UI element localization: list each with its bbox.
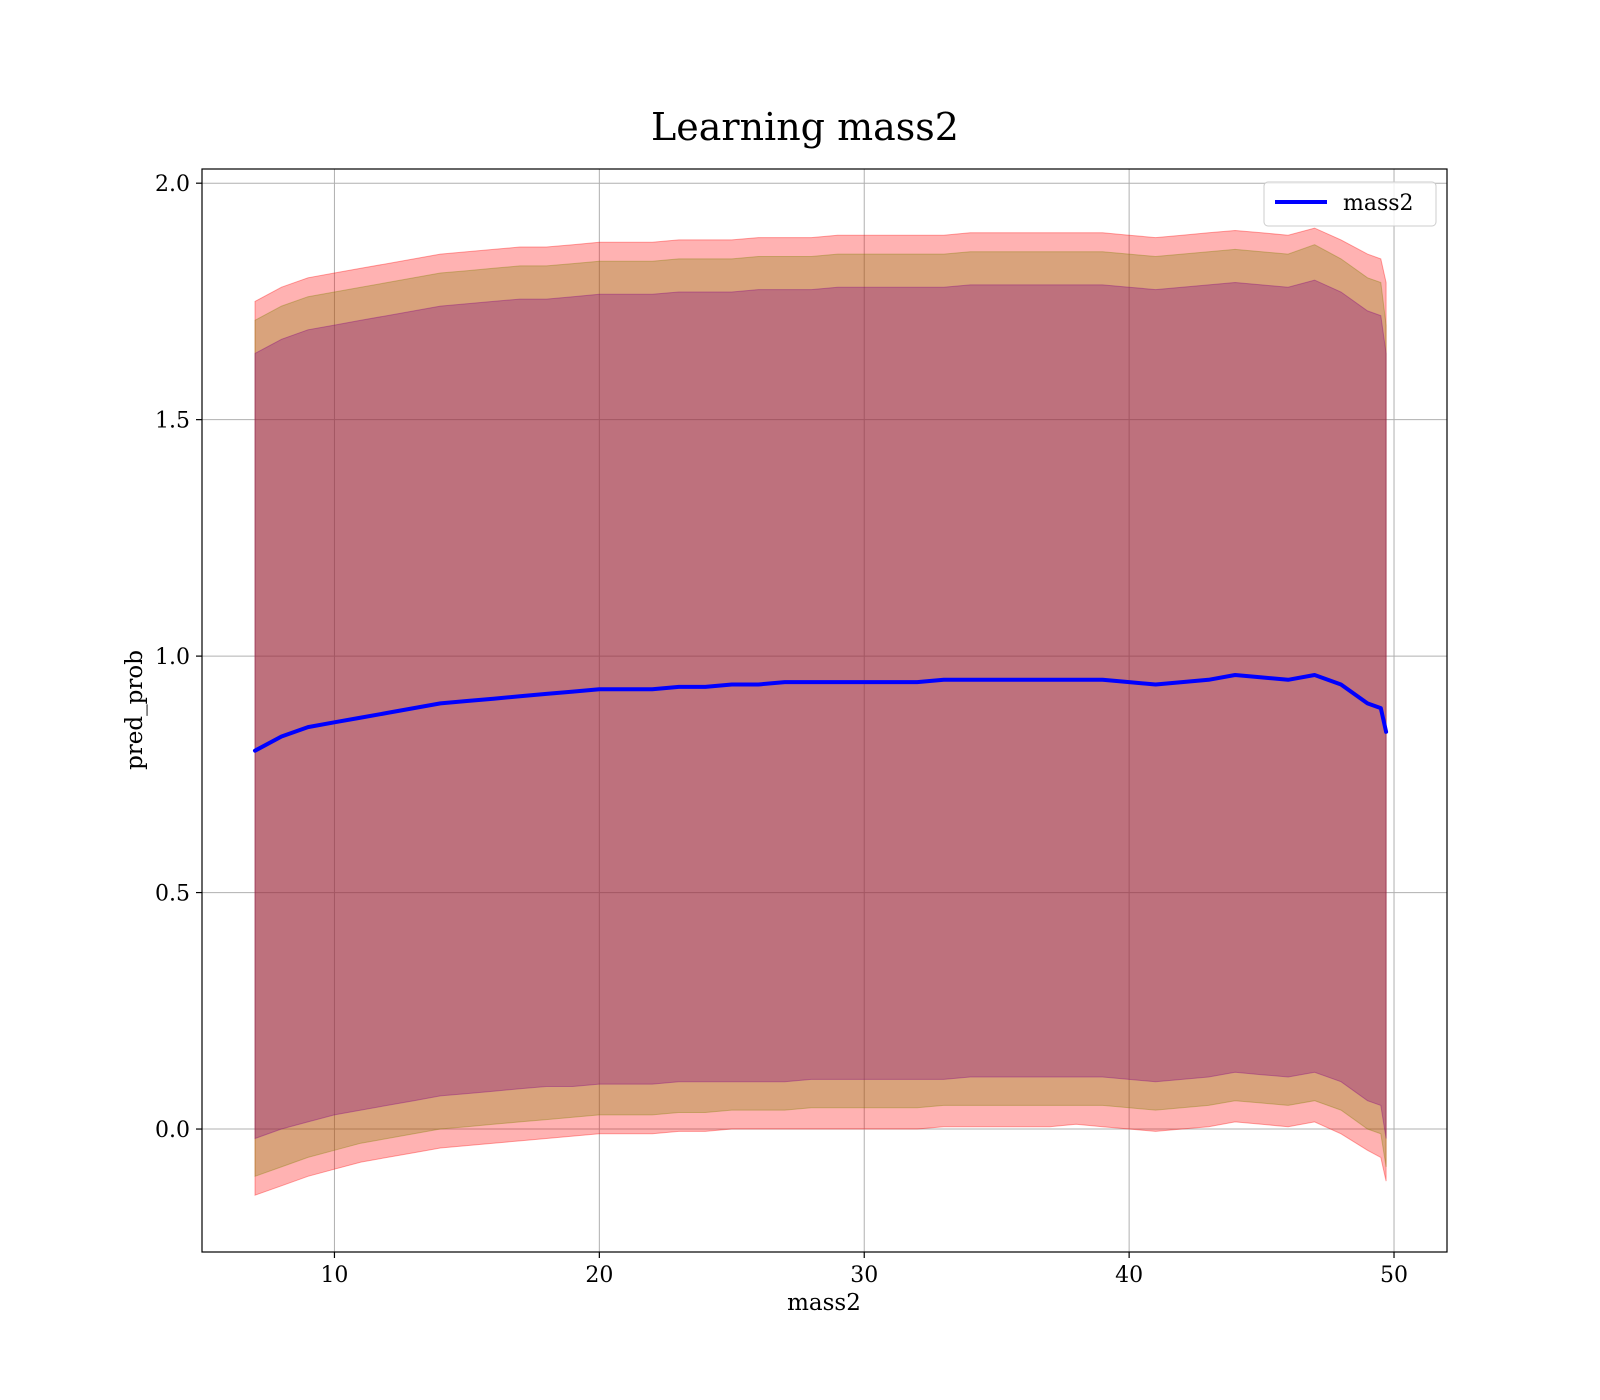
chart-title: Learning mass2 <box>651 105 959 149</box>
band-2 <box>254 279 1387 1140</box>
y-tick-label: 2.0 <box>155 172 190 197</box>
plot-frame <box>201 168 1448 1253</box>
legend-label-mass2: mass2 <box>1343 191 1414 216</box>
y-tick-label: 1.0 <box>155 645 190 670</box>
grid <box>202 169 1447 1252</box>
x-tick-label: 50 <box>1380 1263 1408 1288</box>
confidence-bands <box>254 227 1387 1196</box>
y-axis-label: pred_prob <box>122 650 148 770</box>
x-axis-ticks: 10 20 30 40 50 <box>320 1252 1408 1288</box>
band-1 <box>254 244 1387 1178</box>
x-axis-label: mass2 <box>787 1290 861 1316</box>
x-tick-label: 30 <box>850 1263 878 1288</box>
x-tick-label: 40 <box>1115 1263 1143 1288</box>
y-tick-label: 0.5 <box>155 882 190 907</box>
legend-box <box>1263 181 1437 227</box>
y-axis-ticks: 0.0 0.5 1.0 1.5 2.0 <box>155 172 202 1143</box>
y-tick-label: 0.0 <box>155 1118 190 1143</box>
y-tick-label: 1.5 <box>155 409 190 434</box>
band-0 <box>254 227 1387 1196</box>
data-series <box>253 673 1389 753</box>
series-line-mass2 <box>253 673 1389 753</box>
x-tick-label: 20 <box>585 1263 613 1288</box>
x-tick-label: 10 <box>320 1263 348 1288</box>
legend: mass2 <box>1263 181 1437 227</box>
